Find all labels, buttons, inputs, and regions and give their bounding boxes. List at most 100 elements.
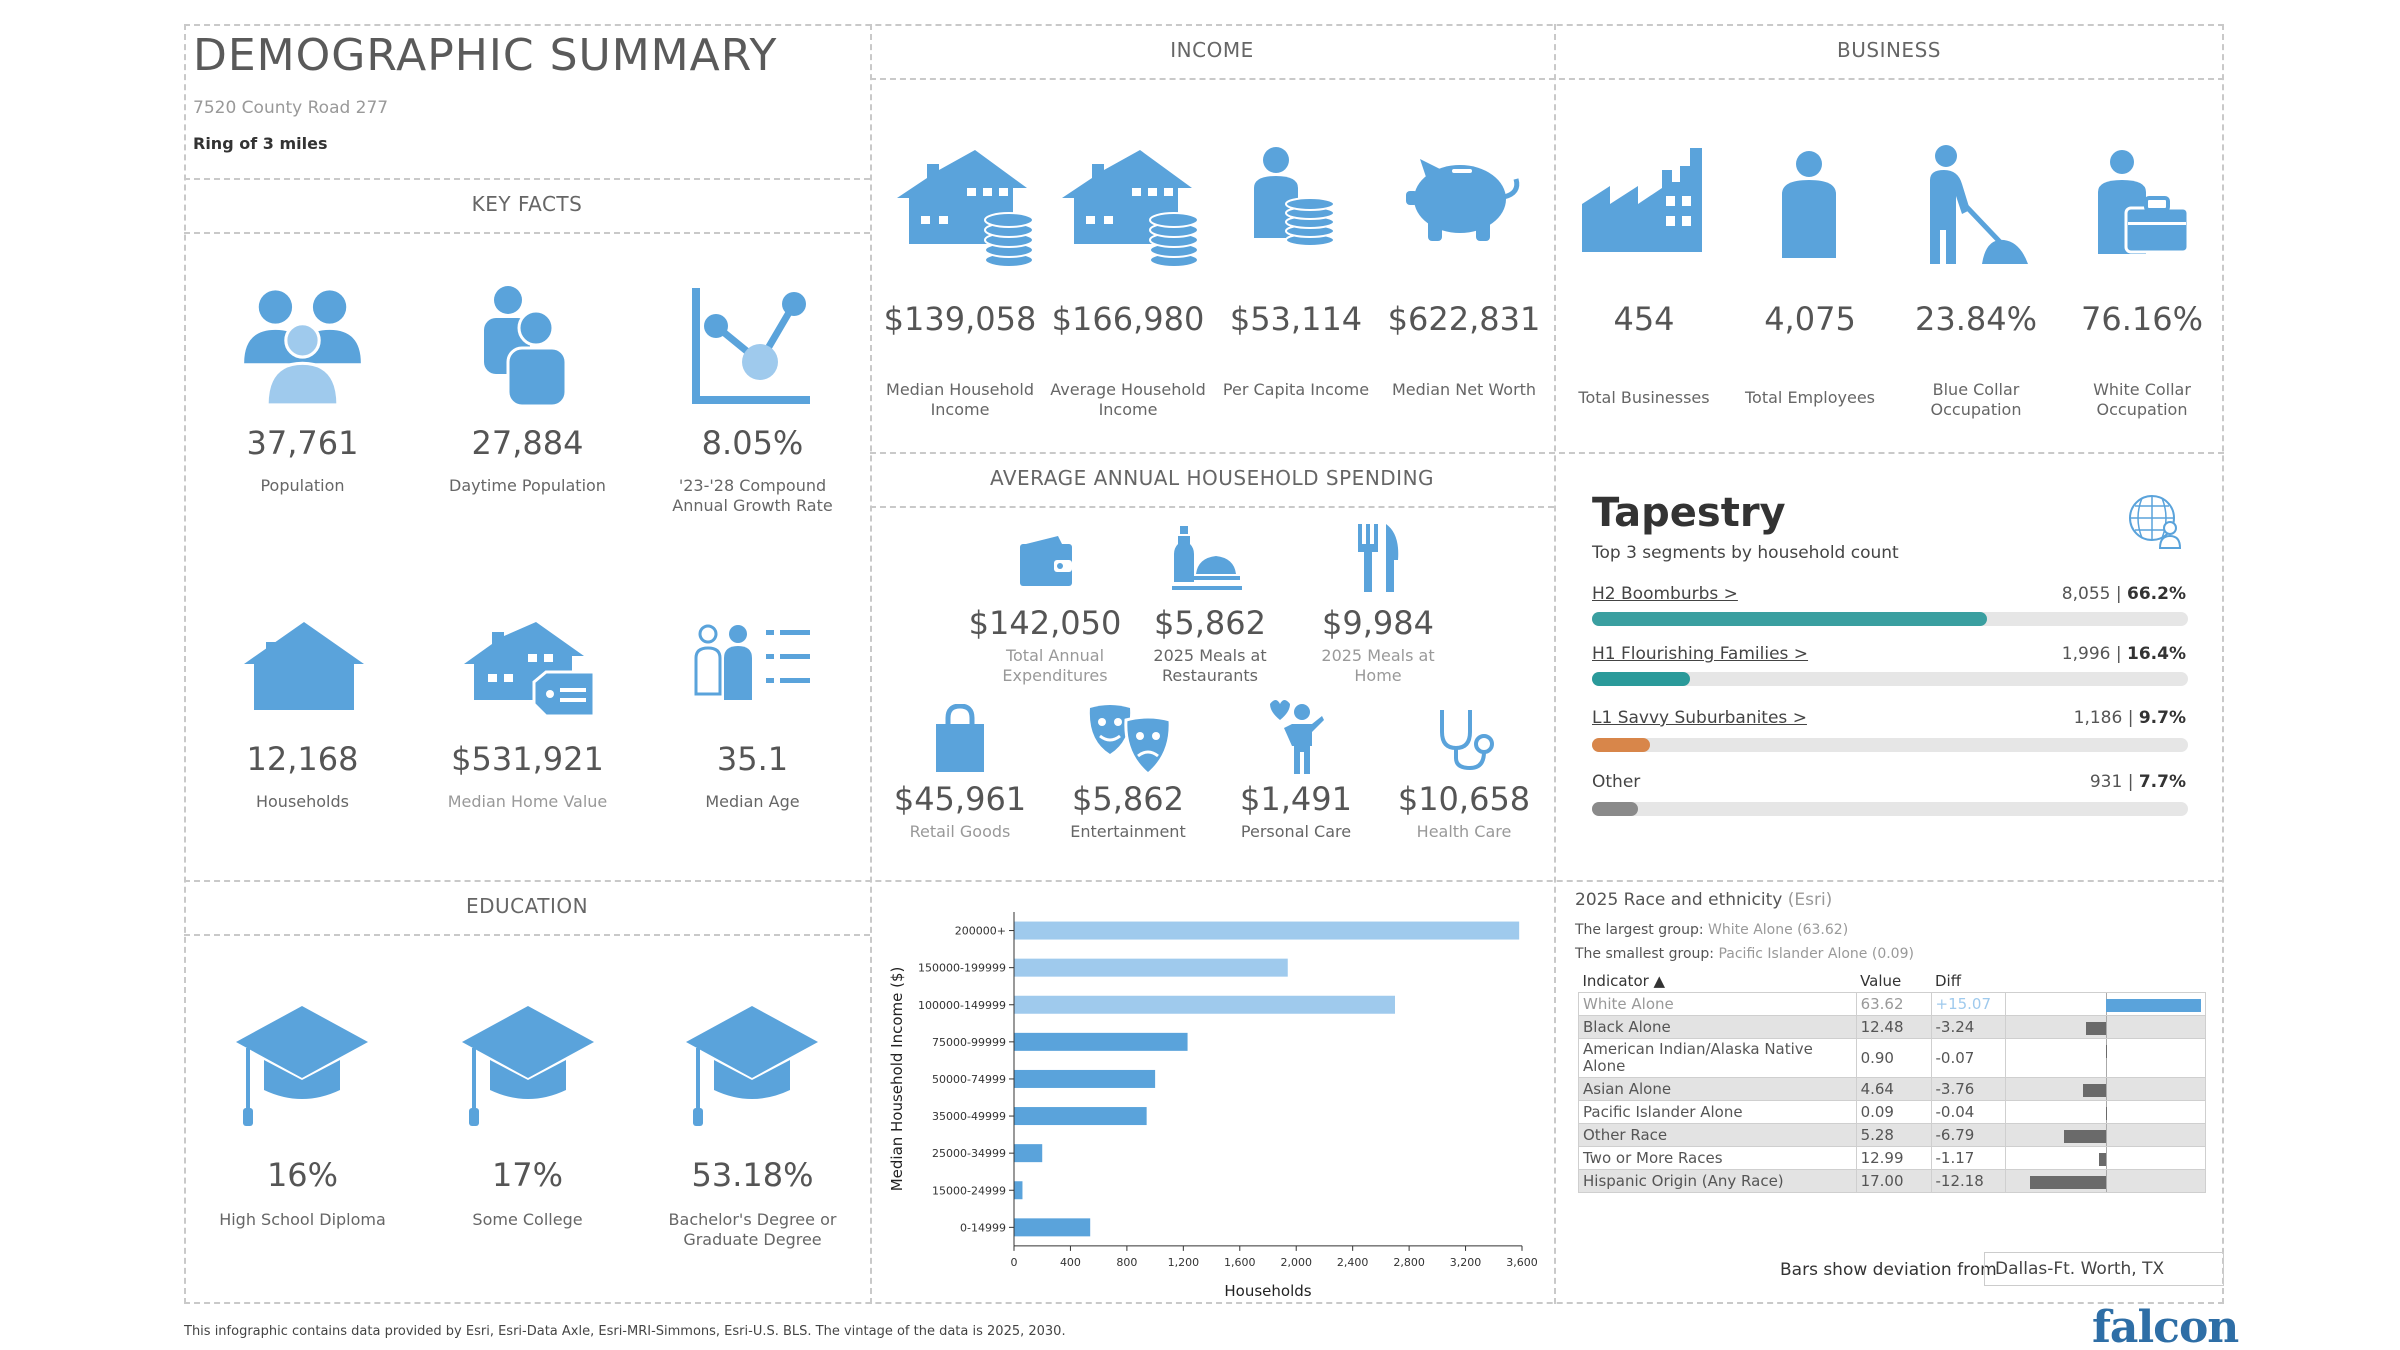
key-fact-value: 12,168 bbox=[246, 740, 359, 778]
key-fact-label: Households bbox=[255, 792, 349, 811]
race-diff: -6.79 bbox=[1930, 1122, 2007, 1147]
income-label: Average Household Income bbox=[1050, 380, 1206, 419]
divider bbox=[184, 934, 870, 936]
race-value: 12.99 bbox=[1855, 1145, 1932, 1170]
race-diff: -3.76 bbox=[1930, 1076, 2007, 1101]
race-bar-cell bbox=[2005, 1145, 2206, 1170]
race-diff: -0.07 bbox=[1930, 1037, 2007, 1078]
tapestry-segment-link[interactable]: H1 Flourishing Families > bbox=[1592, 644, 1809, 664]
income-distribution-chart: 200000+ 150000-199999 100000-149999 75000-9… bbox=[888, 912, 1538, 1300]
race-diff: +15.07 bbox=[1930, 991, 2007, 1016]
tapestry-segment-link[interactable]: L1 Savvy Suburbanites > bbox=[1592, 708, 1807, 728]
chart-x-tick-label: 3,200 bbox=[1450, 1256, 1482, 1269]
divider bbox=[1554, 24, 1556, 1304]
chart-bar bbox=[1014, 1069, 1156, 1088]
income-value: $166,980 bbox=[1051, 300, 1205, 338]
chart-x-tick-label: 2,400 bbox=[1337, 1256, 1369, 1269]
tapestry-bar-track bbox=[1592, 802, 2188, 816]
piggy-bank-icon bbox=[1402, 155, 1524, 243]
business-label: White Collar Occupation bbox=[2093, 380, 2191, 419]
key-fact-value: $531,921 bbox=[451, 740, 604, 778]
education-value: 16% bbox=[266, 1156, 339, 1194]
deviation-bar bbox=[2086, 1021, 2107, 1035]
tapestry-segment-value: 1,186 | 9.7% bbox=[2073, 708, 2186, 728]
race-diff: -0.04 bbox=[1930, 1099, 2007, 1124]
key-fact-label: Median Home Value bbox=[447, 792, 608, 811]
race-indicator: Hispanic Origin (Any Race) bbox=[1578, 1168, 1857, 1193]
race-diff: -12.18 bbox=[1930, 1168, 2007, 1193]
blue-collar-icon bbox=[1916, 144, 2030, 266]
race-heading: 2025 Race and ethnicity (Esri) bbox=[1575, 890, 1833, 910]
tapestry-bar-fill bbox=[1592, 802, 1638, 816]
tapestry-segment-value: 8,055 | 66.2% bbox=[2061, 584, 2186, 604]
restaurant-meal-icon bbox=[1172, 524, 1242, 594]
chart-category-label: 150000-199999 bbox=[918, 962, 1006, 975]
column-header-indicator[interactable]: Indicator ▲ bbox=[1582, 971, 1666, 990]
tapestry-bar-fill bbox=[1592, 612, 1987, 626]
table-row: Asian Alone 4.64 -3.76 bbox=[1578, 1076, 2206, 1101]
education-value: 53.18% bbox=[691, 1156, 814, 1194]
education-label: Some College bbox=[472, 1210, 583, 1229]
column-header-value[interactable]: Value bbox=[1860, 971, 1902, 990]
race-value: 0.09 bbox=[1855, 1099, 1932, 1124]
shopping-bag-icon bbox=[934, 704, 986, 774]
divider bbox=[184, 880, 2224, 882]
tapestry-segment-label: Other bbox=[1592, 772, 1641, 792]
race-table: Indicator ▲ Value Diff White Alone 63.62… bbox=[1578, 970, 2206, 1193]
race-value: 17.00 bbox=[1855, 1168, 1932, 1193]
graduation-cap-icon bbox=[684, 1004, 820, 1130]
business-heading: BUSINESS bbox=[1837, 38, 1941, 62]
divider bbox=[184, 178, 870, 180]
spending-label: Health Care bbox=[1416, 822, 1512, 841]
race-value: 4.64 bbox=[1855, 1076, 1932, 1101]
wallet-icon bbox=[1018, 534, 1074, 588]
falcon-logo[interactable]: falcon bbox=[2092, 1302, 2239, 1350]
spending-value: $5,862 bbox=[1154, 604, 1266, 642]
divider bbox=[870, 452, 2224, 454]
deviation-bar bbox=[2029, 1175, 2107, 1189]
divider bbox=[870, 24, 872, 1304]
race-indicator: Black Alone bbox=[1578, 1014, 1857, 1039]
graduation-cap-icon bbox=[234, 1004, 370, 1130]
houses-coins-icon bbox=[1060, 148, 1200, 266]
column-header-diff[interactable]: Diff bbox=[1935, 971, 1962, 990]
table-row: Hispanic Origin (Any Race) 17.00 -12.18 bbox=[1578, 1168, 2206, 1193]
chart-category-label: 0-14999 bbox=[960, 1221, 1006, 1234]
table-row: American Indian/Alaska Native Alone 0.90… bbox=[1578, 1037, 2206, 1078]
business-value: 76.16% bbox=[2080, 300, 2203, 338]
race-indicator: Pacific Islander Alone bbox=[1578, 1099, 1857, 1124]
age-list-icon bbox=[694, 624, 812, 702]
chart-bar bbox=[1014, 995, 1395, 1014]
divider bbox=[870, 78, 2224, 80]
deviation-bar bbox=[2106, 1044, 2108, 1058]
deviation-region-select[interactable]: Dallas-Ft. Worth, TX bbox=[1984, 1252, 2224, 1286]
education-label: Bachelor's Degree or Graduate Degree bbox=[668, 1210, 837, 1249]
chart-x-tick-label: 800 bbox=[1116, 1256, 1137, 1269]
race-diff: -1.17 bbox=[1930, 1145, 2007, 1170]
chart-category-label: 200000+ bbox=[955, 925, 1006, 938]
home-value-icon bbox=[462, 620, 597, 720]
deviation-bar bbox=[2106, 998, 2202, 1012]
spending-heading: AVERAGE ANNUAL HOUSEHOLD SPENDING bbox=[989, 466, 1435, 490]
key-fact-value: 35.1 bbox=[716, 740, 789, 778]
chart-x-tick-label: 1,200 bbox=[1168, 1256, 1200, 1269]
race-bar-cell bbox=[2005, 1037, 2206, 1078]
race-value: 12.48 bbox=[1855, 1014, 1932, 1039]
data-source-note: This infographic contains data provided … bbox=[184, 1324, 1066, 1339]
race-bar-cell bbox=[2005, 1168, 2206, 1193]
personal-care-icon bbox=[1266, 698, 1324, 774]
divider bbox=[184, 232, 870, 234]
race-indicator: White Alone bbox=[1578, 991, 1857, 1016]
chart-x-tick-label: 0 bbox=[1011, 1256, 1018, 1269]
spending-value: $142,050 bbox=[968, 604, 1122, 642]
globe-person-icon[interactable] bbox=[2126, 492, 2184, 550]
income-value: $53,114 bbox=[1229, 300, 1363, 338]
divider bbox=[870, 506, 1554, 508]
tapestry-segment-value: 931 | 7.7% bbox=[2089, 772, 2186, 792]
race-value: 0.90 bbox=[1855, 1037, 1932, 1078]
chart-category-label: 100000-149999 bbox=[918, 999, 1006, 1012]
tapestry-segment-link[interactable]: H2 Boomburbs > bbox=[1592, 584, 1738, 604]
race-indicator: American Indian/Alaska Native Alone bbox=[1578, 1037, 1857, 1078]
key-fact-label: Median Age bbox=[705, 792, 800, 811]
factory-icon bbox=[1580, 148, 1705, 254]
